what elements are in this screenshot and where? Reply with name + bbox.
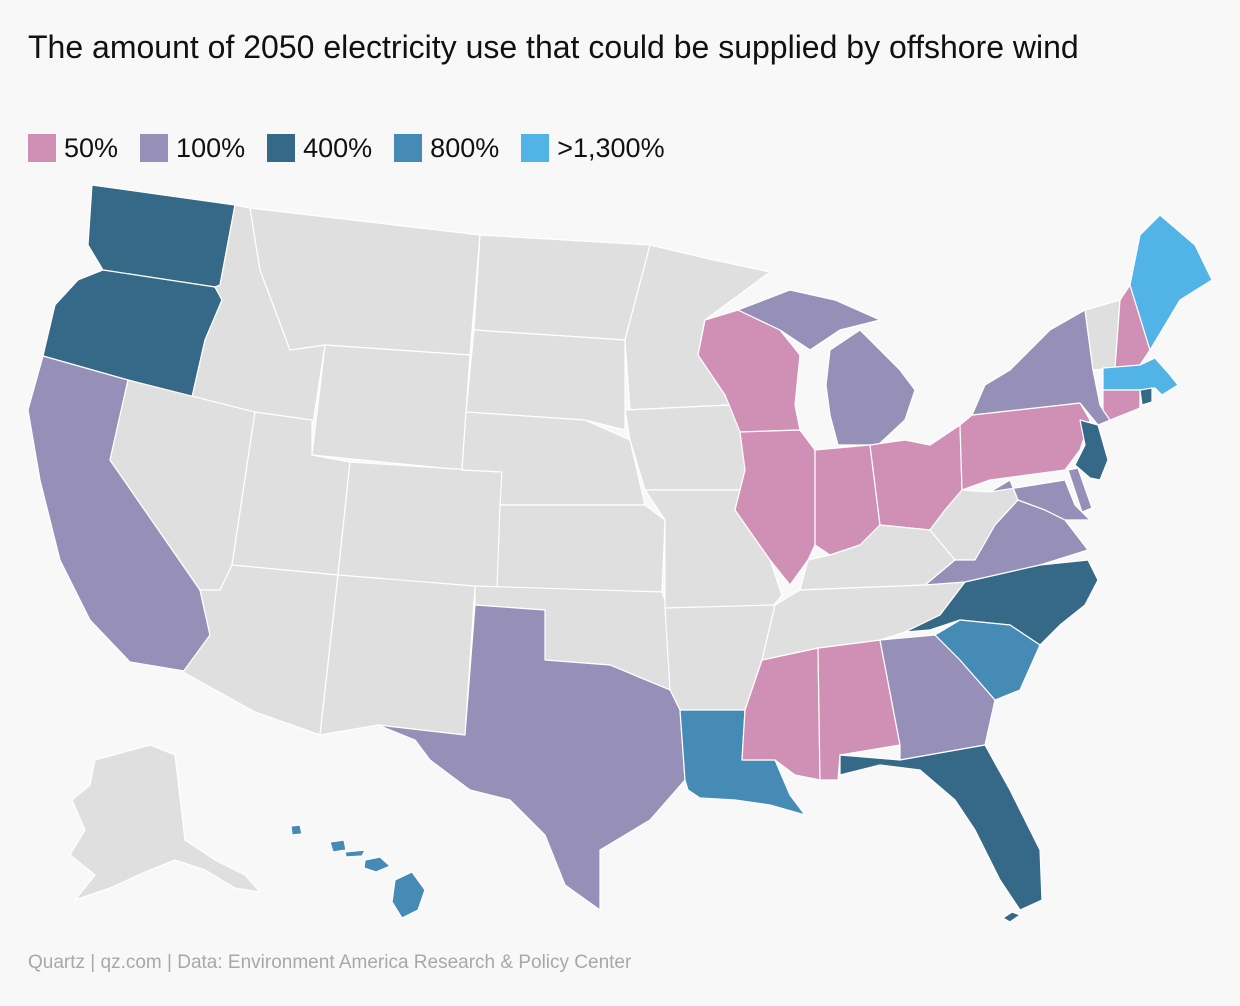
state-hawaii-maui [363,856,391,873]
state-colorado [337,461,503,591]
state-florida-keys [1002,911,1021,923]
state-montana [249,207,481,356]
state-alaska [69,744,261,901]
legend-item-400: 400% [267,132,372,164]
legend-item-1300: >1,300% [521,132,665,164]
state-north-dakota [473,234,651,341]
state-maine [1129,214,1213,351]
legend-swatch-1300 [521,134,550,162]
legend-item-50: 50% [28,132,118,164]
legend-swatch-400 [267,134,296,162]
legend-item-800: 800% [394,132,499,164]
legend-item-100: 100% [140,132,245,164]
state-hawaii-kauai [290,824,303,836]
legend-label-1300: >1,300% [557,133,665,163]
legend-label-100: 100% [176,133,246,163]
state-illinois [734,429,816,586]
state-kansas [496,504,666,593]
legend-label-800: 800% [430,133,500,163]
state-delaware [1067,467,1093,513]
state-south-dakota [465,329,626,431]
legend-swatch-100 [140,134,169,162]
legend-label-50: 50% [64,133,119,163]
state-rhode-island [1139,387,1153,406]
source-credit: Quartz | qz.com | Data: Environment Amer… [28,952,632,973]
state-hawaii-molokai [344,849,366,858]
state-maryland [989,479,1091,521]
state-connecticut [1102,389,1141,421]
state-hawaii-oahu [329,839,347,853]
state-michigan-upper [737,289,881,351]
legend-swatch-800 [394,134,423,162]
chart-title: The amount of 2050 electricity use that … [28,29,1079,65]
state-michigan-lower [825,329,916,446]
state-texas [377,604,686,911]
state-arizona [182,564,339,736]
legend: 50% 100% 400% 800% >1,300% [28,132,687,164]
us-map [27,184,1213,923]
state-florida [839,744,1043,911]
legend-swatch-50 [28,134,56,162]
state-hawaii-big-island [391,871,426,919]
legend-label-400: 400% [303,133,373,163]
state-new-mexico [319,574,476,736]
state-new-jersey [1074,419,1109,481]
state-wyoming [311,344,471,471]
state-new-hampshire [1114,284,1151,369]
state-south-carolina [934,619,1041,701]
